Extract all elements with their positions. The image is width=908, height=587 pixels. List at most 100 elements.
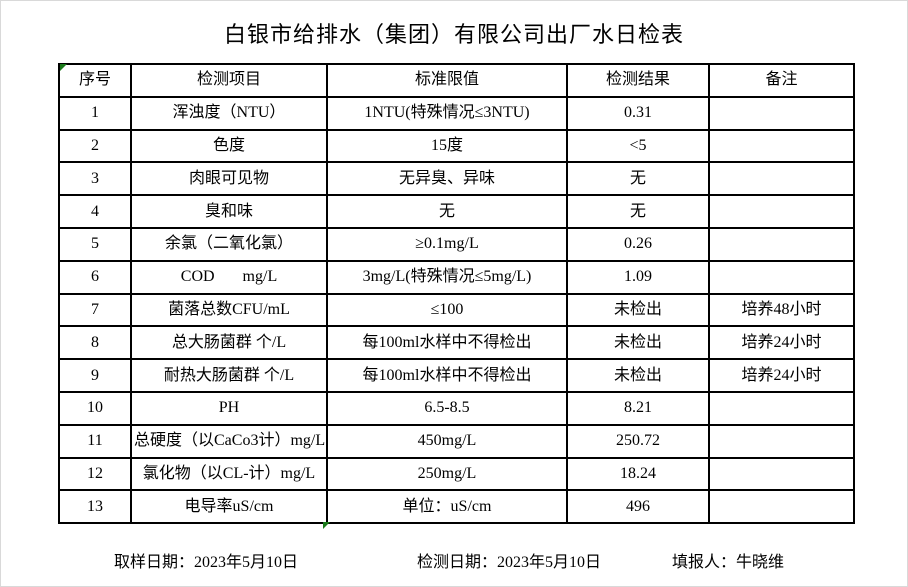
table-cell-remark: [708, 194, 855, 229]
column-header: 备注: [708, 63, 855, 98]
sample-date-value: 2023年5月10日: [194, 554, 299, 571]
table-cell-remark: 培养48小时: [708, 292, 855, 328]
table-cell-standard: 每100ml水样中不得检出: [326, 325, 568, 361]
table-cell-result: 1.09: [566, 259, 710, 295]
table-cell-standard: 450mg/L: [326, 423, 568, 459]
column-header: 检测项目: [130, 63, 328, 98]
table-cell-no: 11: [58, 423, 132, 459]
table-row: 5 余氯（二氧化氯） ≥0.1mg/L 0.26: [58, 226, 855, 262]
table-cell-standard: ≥0.1mg/L: [326, 226, 568, 262]
table-cell-no: 3: [58, 161, 132, 197]
table-cell-standard: 每100ml水样中不得检出: [326, 358, 568, 393]
reporter-label: 填报人：: [672, 554, 737, 571]
test-date-label: 检测日期：: [417, 554, 498, 571]
inspection-table: 序号 检测项目 标准限值 检测结果 备注 1 浑浊度（NTU） 1NTU(特殊情况≤3NTU…: [58, 63, 855, 525]
table-cell-standard: 15度: [326, 128, 568, 164]
test-date-value: 2023年5月10日: [497, 554, 602, 571]
reporter-value: 牛晓维: [736, 554, 785, 571]
table-cell-remark: 培养24小时: [708, 325, 855, 361]
page-title: 白银市给排水（集团）有限公司出厂水日检表: [223, 22, 684, 47]
table-body: 1 浑浊度（NTU） 1NTU(特殊情况≤3NTU) 0.31 2 色度 15度 <5 3 肉眼可…: [58, 95, 855, 525]
table-header-row: 序号 检测项目 标准限值 检测结果 备注: [58, 63, 855, 98]
table-cell-item: PH: [130, 390, 328, 426]
table-row: 12 氯化物（以CL-计）mg/L 250mg/L 18.24: [58, 456, 855, 492]
table-cell-item: 电导率uS/cm: [130, 489, 328, 525]
table-cell-no: 5: [58, 226, 132, 262]
table-cell-remark: [708, 161, 855, 197]
table-cell-remark: [708, 456, 855, 492]
comment-marker-icon: [323, 522, 330, 529]
column-header: 检测结果: [566, 63, 710, 98]
table-cell-result: 0.31: [566, 95, 710, 131]
table-cell-result: <5: [566, 128, 710, 164]
table-cell-remark: [708, 95, 855, 131]
table-row: 8 总大肠菌群 个/L 每100ml水样中不得检出 未检出 培养24小时: [58, 325, 855, 361]
table-cell-no: 7: [58, 292, 132, 328]
comment-marker-icon: [60, 64, 67, 71]
table-cell-standard: ≤100: [326, 292, 568, 328]
table-cell-item: COD mg/L: [130, 259, 328, 295]
table-row: 10 PH 6.5-8.5 8.21: [58, 390, 855, 426]
table-cell-remark: [708, 259, 855, 295]
table-cell-standard: 无: [326, 194, 568, 229]
table-cell-item: 总大肠菌群 个/L: [130, 325, 328, 361]
table-cell-result: 8.21: [566, 390, 710, 426]
table-cell-result: 无: [566, 194, 710, 229]
table-cell-remark: [708, 128, 855, 164]
table-row: 3 肉眼可见物 无异臭、异味无: [58, 161, 855, 197]
table-cell-result: 未检出: [566, 358, 710, 393]
table-cell-standard: 1NTU(特殊情况≤3NTU): [326, 95, 568, 131]
sample-date: 取样日期：2023年5月10日: [98, 530, 299, 586]
table-cell-remark: [708, 423, 855, 459]
table-cell-remark: [708, 226, 855, 262]
table-cell-standard: 6.5-8.5: [326, 390, 568, 426]
table-cell-item: 色度: [130, 128, 328, 164]
table-row: 1 浑浊度（NTU） 1NTU(特殊情况≤3NTU) 0.31: [58, 95, 855, 131]
table-cell-standard: 无异臭、异味: [326, 161, 568, 197]
test-date: 检测日期：2023年5月10日: [401, 530, 602, 586]
table-cell-no: 1: [58, 95, 132, 131]
table-row: 7 菌落总数CFU/mL ≤100 未检出 培养48小时: [58, 292, 855, 328]
table-head: 序号 检测项目 标准限值 检测结果 备注: [58, 63, 855, 98]
table-row: 11 总硬度（以CaCo3计）mg/L 450mg/L 250.72: [58, 423, 855, 459]
table-cell-item: 氯化物（以CL-计）mg/L: [130, 456, 328, 492]
table-row: 9 耐热大肠菌群 个/L 每100ml水样中不得检出 未检出 培养24小时: [58, 358, 855, 393]
table-cell-standard: 250mg/L: [326, 456, 568, 492]
table-cell-no: 9: [58, 358, 132, 393]
table-cell-remark: [708, 489, 855, 525]
table-cell-item: 菌落总数CFU/mL: [130, 292, 328, 328]
table-cell-result: 496: [566, 489, 710, 525]
table-cell-item: 臭和味: [130, 194, 328, 229]
table-cell-item: 浑浊度（NTU）: [130, 95, 328, 131]
table-row: 4 臭和味无无: [58, 194, 855, 229]
sample-date-label: 取样日期：: [114, 554, 195, 571]
table-cell-result: 18.24: [566, 456, 710, 492]
table-cell-standard: 单位：uS/cm: [326, 489, 568, 525]
table-cell-result: 无: [566, 161, 710, 197]
table-cell-no: 13: [58, 489, 132, 525]
table-cell-no: 8: [58, 325, 132, 361]
table-cell-result: 未检出: [566, 325, 710, 361]
table-row: 2 色度 15度 <5: [58, 128, 855, 164]
table-cell-result: 0.26: [566, 226, 710, 262]
table-cell-remark: 培养24小时: [708, 358, 855, 393]
table-cell-no: 6: [58, 259, 132, 295]
table-cell-item: 余氯（二氧化氯）: [130, 226, 328, 262]
table-cell-standard: 3mg/L(特殊情况≤5mg/L): [326, 259, 568, 295]
table-cell-no: 12: [58, 456, 132, 492]
reporter: 填报人：牛晓维: [656, 530, 785, 586]
table-cell-item: 肉眼可见物: [130, 161, 328, 197]
table-cell-result: 250.72: [566, 423, 710, 459]
table-cell-no: 4: [58, 194, 132, 229]
table-cell-no: 10: [58, 390, 132, 426]
table-cell-item: 总硬度（以CaCo3计）mg/L: [130, 423, 328, 459]
table-row: 13 电导率uS/cm 单位：uS/cm 496: [58, 489, 855, 525]
table-cell-no: 2: [58, 128, 132, 164]
column-header: 序号: [58, 63, 132, 98]
column-header: 标准限值: [326, 63, 568, 98]
table-cell-remark: [708, 390, 855, 426]
table-cell-result: 未检出: [566, 292, 710, 328]
table-cell-item: 耐热大肠菌群 个/L: [130, 358, 328, 393]
table-row: 6 COD mg/L 3mg/L(特殊情况≤5mg/L) 1.09: [58, 259, 855, 295]
